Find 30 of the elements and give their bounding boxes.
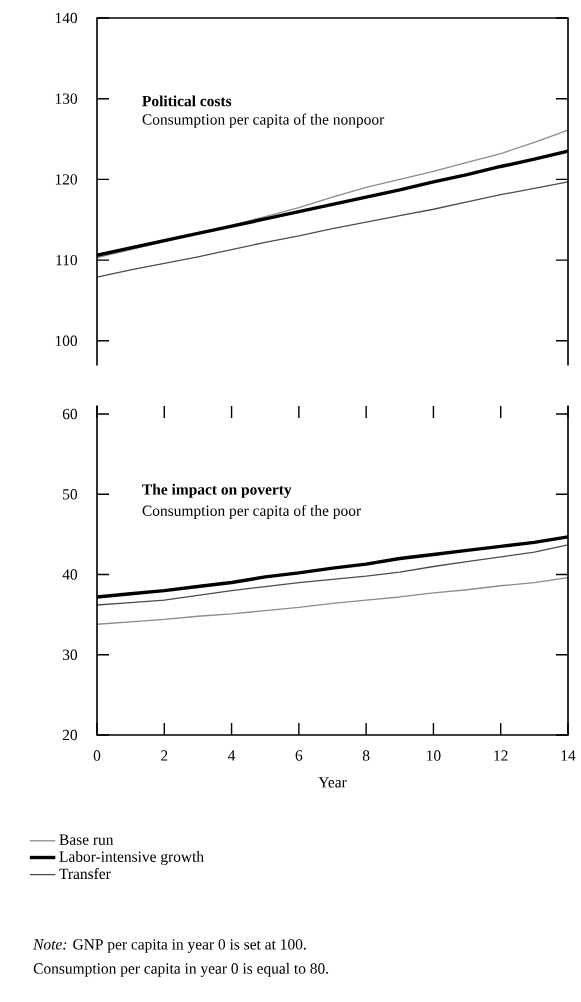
text: The impact on poverty — [142, 483, 292, 498]
text: Consumption per capita in year 0 is equal to 80. — [33, 962, 329, 977]
y-tick-label: 20 — [62, 729, 78, 741]
text: Consumption per capita of the poor — [142, 504, 361, 520]
legend-label: Labor-intensive growth — [59, 851, 204, 866]
y-tick-label: 120 — [55, 174, 78, 185]
x-tick-label: 2 — [161, 750, 168, 761]
y-tick-label: 40 — [62, 569, 78, 580]
x-tick-label: 4 — [228, 750, 236, 761]
text: Consumption per capita of the nonpoor — [142, 113, 385, 128]
y-tick-label: 30 — [62, 649, 78, 660]
y-tick-label: 130 — [55, 93, 78, 104]
x-tick-label: 14 — [561, 750, 576, 761]
legend-label: Transfer — [59, 868, 111, 880]
x-axis-title: Year — [318, 777, 347, 788]
text: Political costs — [142, 95, 232, 107]
x-tick-label: 8 — [362, 750, 370, 761]
y-tick-label: 50 — [63, 489, 78, 500]
x-tick-label: 12 — [494, 750, 508, 761]
y-tick-label: 100 — [55, 335, 78, 346]
y-tick-label: 140 — [55, 12, 78, 24]
x-tick-label: 6 — [295, 750, 303, 761]
y-tick-label: 110 — [56, 254, 78, 266]
line-series — [96, 544, 569, 606]
text: Note: GNP per capita in year 0 is set at 100. — [33, 939, 306, 953]
x-tick-label: 10 — [427, 750, 441, 761]
legend-label: Base run — [59, 834, 114, 845]
x-tick-label: 0 — [93, 750, 101, 761]
y-tick-label: 60 — [62, 408, 78, 420]
line-series — [96, 577, 569, 625]
